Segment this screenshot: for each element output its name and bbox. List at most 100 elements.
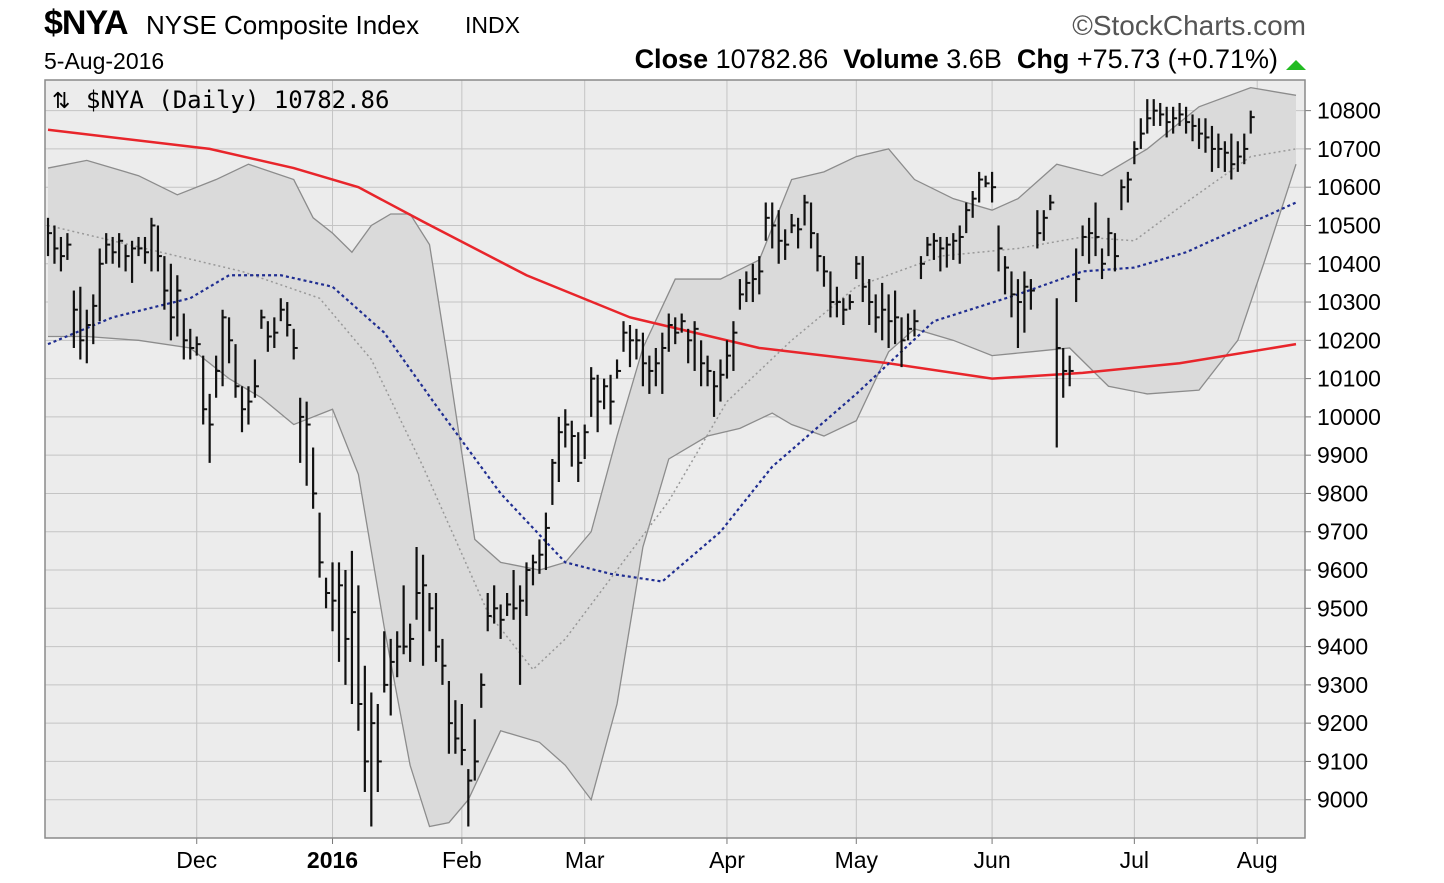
price-bar: [202, 355, 208, 425]
plot-frame: [44, 79, 1306, 839]
y-tick-label: 10600: [1317, 174, 1381, 200]
price-bar: [215, 355, 221, 398]
price-bar: [893, 290, 900, 345]
price-bar: [1165, 106, 1171, 138]
price-bar: [1062, 347, 1068, 398]
price-bar: [1100, 248, 1107, 280]
price-bar: [506, 592, 512, 616]
price-bar: [809, 202, 816, 249]
sma200-line: [47, 128, 1297, 380]
price-bar: [409, 623, 415, 662]
x-tick-label: Dec: [176, 847, 217, 873]
price-bar: [357, 585, 363, 731]
price-bar: [273, 317, 279, 348]
price-bar: [163, 256, 169, 310]
price-bar: [874, 294, 880, 333]
price-bar: [305, 401, 311, 486]
price-bar: [551, 459, 557, 505]
price-bar: [661, 332, 667, 394]
price-bar: [932, 233, 938, 260]
sma20-line: [47, 148, 1297, 671]
price-bar: [952, 233, 958, 260]
price-bar: [965, 202, 971, 234]
price-bar: [648, 355, 654, 394]
price-bar: [156, 225, 162, 272]
price-bar: [745, 271, 751, 303]
price-bar: [900, 317, 906, 368]
price-bar: [118, 233, 124, 268]
price-bar: [887, 294, 893, 348]
close-value: 10782.86: [715, 44, 829, 74]
price-bar: [312, 447, 318, 509]
price-bar: [848, 294, 854, 310]
price-bar: [725, 340, 731, 379]
price-bar: [622, 321, 628, 352]
index-name: NYSE Composite Index: [146, 10, 420, 40]
price-bar: [1113, 233, 1119, 272]
y-tick-label: 10300: [1317, 289, 1381, 315]
exchange-label: INDX: [465, 12, 520, 38]
price-bar: [1249, 110, 1255, 134]
price-bar: [1223, 141, 1229, 172]
price-bar: [958, 225, 964, 264]
price-bar: [460, 704, 466, 766]
price-bar: [1197, 118, 1204, 149]
price-bar: [564, 409, 570, 448]
y-tick-label: 9000: [1317, 787, 1368, 813]
y-tick-label: 9200: [1317, 710, 1368, 736]
up-arrow-icon: [1286, 60, 1306, 70]
price-bar: [544, 512, 550, 571]
price-bar: [130, 240, 137, 283]
price-bar: [1146, 99, 1152, 134]
price-bar: [822, 256, 828, 287]
price-bar: [1107, 217, 1113, 257]
price-bar: [829, 271, 835, 318]
price-bar: [635, 328, 641, 360]
price-bar: [195, 336, 201, 356]
price-bar: [1236, 141, 1242, 172]
price-bar: [92, 294, 98, 345]
price-bar: [1087, 217, 1094, 264]
price-bar: [383, 631, 389, 693]
price-bar: [628, 325, 634, 368]
price-bar: [137, 236, 143, 257]
price-bar: [641, 332, 647, 387]
y-tick-label: 10800: [1317, 98, 1381, 124]
price-bar: [816, 233, 822, 272]
sma50-line: [47, 201, 1297, 583]
price-bar: [1120, 179, 1126, 211]
price-bar: [712, 370, 719, 417]
price-bar: [318, 512, 324, 578]
price-bar: [796, 217, 803, 249]
y-tick-label: 10000: [1317, 404, 1381, 430]
price-bar: [221, 309, 227, 387]
x-tick-label: 2016: [307, 847, 358, 873]
price-bar: [124, 244, 130, 272]
legend-label: $NYA (Daily) 10782.86: [86, 86, 389, 114]
y-tick-label: 9600: [1317, 557, 1368, 583]
chg-label: Chg: [1016, 44, 1070, 74]
price-bar: [1152, 99, 1158, 126]
price-bar: [441, 638, 447, 685]
price-bar: [337, 562, 343, 662]
price-bar: [557, 416, 563, 482]
bollinger-upper-line: [47, 86, 1297, 571]
price-bar: [85, 309, 91, 364]
price-bar: [1094, 202, 1100, 257]
price-bar: [1178, 102, 1184, 126]
price-bar: [143, 236, 149, 264]
price-bar: [389, 638, 395, 716]
price-bar: [473, 719, 479, 781]
price-bar: [1075, 248, 1081, 303]
price-bar: [764, 202, 770, 241]
price-bar: [603, 378, 609, 410]
brand-watermark: ©StockCharts.com: [1072, 10, 1306, 41]
price-bar: [1049, 194, 1055, 211]
price-bar: [732, 321, 738, 371]
price-bar: [1036, 210, 1042, 249]
price-bar: [738, 279, 744, 310]
price-bar: [667, 313, 673, 352]
y-tick-label: 10700: [1317, 136, 1381, 162]
price-bar: [376, 704, 382, 793]
price-bar: [1191, 114, 1197, 142]
